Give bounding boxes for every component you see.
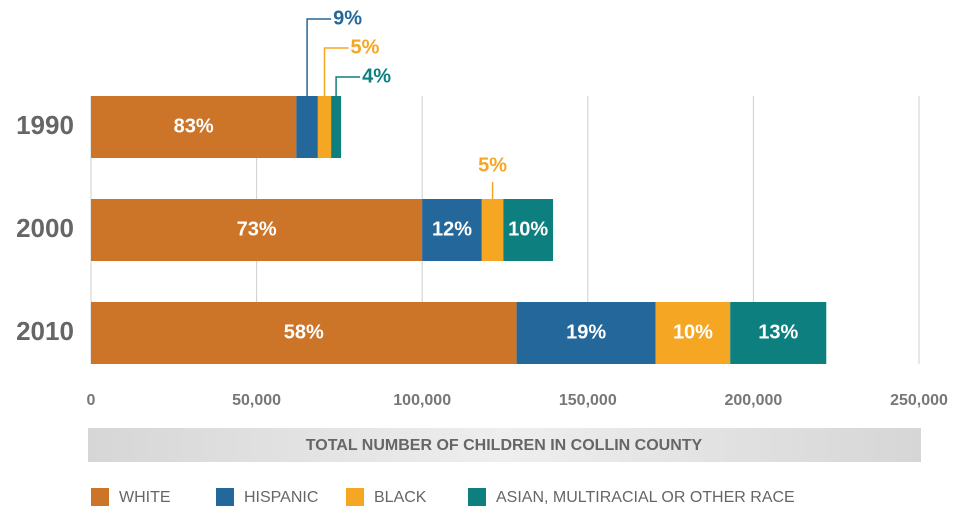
bar-segment <box>422 199 482 261</box>
legend-label: BLACK <box>374 489 427 506</box>
callout-label: 9% <box>333 7 362 29</box>
segment-label: 83% <box>174 115 214 137</box>
bar-segment <box>317 96 332 158</box>
legend-swatch <box>216 488 234 506</box>
x-axis-title: TOTAL NUMBER OF CHILDREN IN COLLIN COUNT… <box>306 437 703 454</box>
bar-segment <box>296 96 318 158</box>
segment-label: 13% <box>758 321 798 343</box>
axis-title-band <box>88 428 921 462</box>
segment-label: 58% <box>284 321 324 343</box>
x-tick-label: 50,000 <box>232 392 281 409</box>
callout-label: 4% <box>362 65 391 87</box>
segment-label: 10% <box>508 218 548 240</box>
x-tick-label: 200,000 <box>724 392 782 409</box>
bar-segment <box>516 302 656 364</box>
callout-label: 5% <box>478 154 507 176</box>
segment-label: 19% <box>566 321 606 343</box>
bar-segment <box>481 199 504 261</box>
category-label: 2000 <box>16 213 74 243</box>
category-label: 2010 <box>16 316 74 346</box>
legend-swatch <box>468 488 486 506</box>
legend-label: HISPANIC <box>244 489 318 506</box>
bar-segment <box>331 96 342 158</box>
bar-segment <box>91 96 297 158</box>
x-tick-label: 100,000 <box>393 392 451 409</box>
x-tick-label: 250,000 <box>890 392 948 409</box>
x-tick-label: 150,000 <box>559 392 617 409</box>
bar-segment <box>655 302 731 364</box>
legend-swatch <box>91 488 109 506</box>
legend-swatch <box>346 488 364 506</box>
category-label: 1990 <box>16 110 74 140</box>
callout-line <box>335 76 361 96</box>
bar-segment <box>503 199 554 261</box>
bar-segment <box>730 302 827 364</box>
legend-label: WHITE <box>119 489 171 506</box>
callout-line <box>323 47 349 96</box>
callout-label: 5% <box>350 36 379 58</box>
legend-label: ASIAN, MULTIRACIAL OR OTHER RACE <box>496 489 795 506</box>
bar-segment <box>91 302 517 364</box>
x-tick-label: 0 <box>87 392 96 409</box>
segment-label: 12% <box>432 218 472 240</box>
segment-label: 73% <box>237 218 277 240</box>
bar-segment <box>91 199 423 261</box>
segment-label: 10% <box>673 321 713 343</box>
callout-line <box>306 18 332 96</box>
